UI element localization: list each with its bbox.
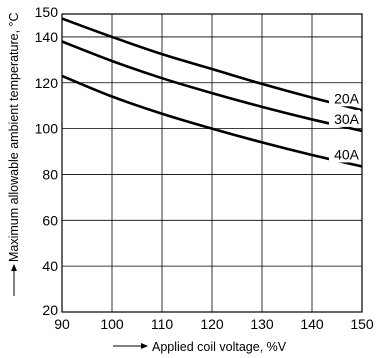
- series-label-20a: 20A: [334, 90, 360, 106]
- y-tick-label: 60: [42, 212, 58, 228]
- x-tick-labels: 90 100 110 120 130 140 150: [54, 316, 374, 332]
- x-tick-label: 130: [250, 316, 274, 332]
- curves: [61, 17, 363, 168]
- series-line-30a: [61, 40, 363, 133]
- series-labels: 20A 30A 40A: [329, 89, 360, 163]
- x-axis-label: Applied coil voltage, %V: [152, 340, 287, 354]
- x-axis-title: Applied coil voltage, %V: [113, 340, 287, 354]
- series-label-backdrop: [329, 145, 360, 163]
- y-tick-label: 100: [35, 121, 59, 137]
- y-tick-label: 150: [35, 4, 59, 20]
- series-label-backdrop: [329, 89, 360, 107]
- x-tick-label: 100: [100, 316, 124, 332]
- y-axis-label: Maximum allowable ambient temperature, °…: [7, 12, 21, 262]
- y-axis-arrowhead: [11, 264, 17, 271]
- x-tick-label: 140: [300, 316, 324, 332]
- y-tick-label: 40: [42, 258, 58, 274]
- x-tick-label: 90: [54, 316, 70, 332]
- series-line-20a: [61, 17, 363, 112]
- x-tick-label: 120: [200, 316, 224, 332]
- x-tick-label: 110: [151, 316, 174, 332]
- y-tick-label: 80: [42, 166, 58, 182]
- series-label-40a: 40A: [334, 146, 360, 162]
- x-axis-arrowhead: [141, 343, 148, 349]
- plot-frame: [61, 13, 363, 313]
- series-line-40a: [61, 74, 363, 168]
- series-label-backdrop: [329, 109, 360, 127]
- y-tick-label: 120: [35, 75, 59, 91]
- y-axis-title: Maximum allowable ambient temperature, °…: [7, 12, 21, 296]
- x-tick-label: 150: [350, 316, 374, 332]
- y-tick-labels: 20 40 60 80 100 120 140 150: [35, 4, 59, 318]
- y-tick-label: 20: [42, 302, 58, 318]
- y-tick-label: 140: [35, 29, 59, 45]
- series-label-30a: 30A: [334, 111, 360, 127]
